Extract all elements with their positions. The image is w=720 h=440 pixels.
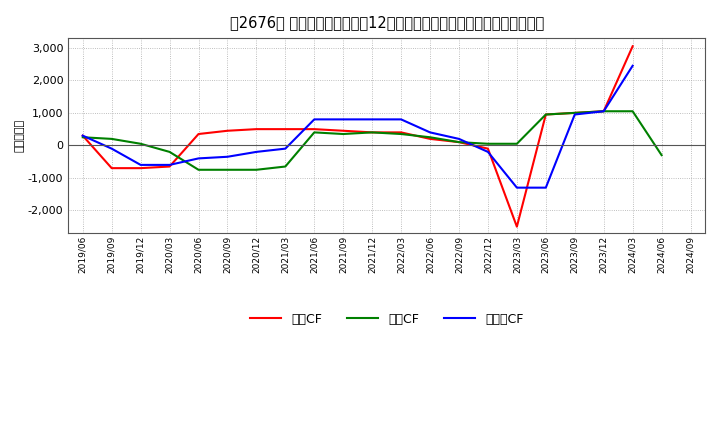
投資CF bbox=[541, 112, 550, 117]
営業CF bbox=[339, 128, 348, 133]
投資CF bbox=[281, 164, 289, 169]
Legend: 営業CF, 投資CF, フリーCF: 営業CF, 投資CF, フリーCF bbox=[245, 308, 528, 331]
フリーCF bbox=[513, 185, 521, 190]
投資CF bbox=[513, 141, 521, 147]
投資CF bbox=[252, 167, 261, 172]
営業CF bbox=[599, 109, 608, 114]
フリーCF bbox=[194, 156, 203, 161]
投資CF bbox=[78, 135, 87, 140]
フリーCF bbox=[339, 117, 348, 122]
営業CF bbox=[107, 165, 116, 171]
営業CF bbox=[541, 112, 550, 117]
投資CF bbox=[570, 110, 579, 116]
投資CF bbox=[454, 139, 463, 145]
フリーCF bbox=[599, 109, 608, 114]
投資CF bbox=[397, 132, 405, 137]
営業CF bbox=[397, 130, 405, 135]
フリーCF bbox=[541, 185, 550, 190]
投資CF bbox=[629, 109, 637, 114]
Y-axis label: （百万円）: （百万円） bbox=[15, 119, 25, 152]
フリーCF bbox=[252, 149, 261, 154]
フリーCF bbox=[78, 133, 87, 138]
フリーCF bbox=[570, 112, 579, 117]
営業CF bbox=[570, 110, 579, 116]
フリーCF bbox=[281, 146, 289, 151]
Title: 　2676、 キャッシュフローの12か月移動合計の対前年同期増減額の推移: 2676、 キャッシュフローの12か月移動合計の対前年同期増減額の推移 bbox=[230, 15, 544, 30]
フリーCF bbox=[310, 117, 318, 122]
Line: フリーCF: フリーCF bbox=[83, 66, 633, 187]
営業CF bbox=[252, 126, 261, 132]
Line: 営業CF: 営業CF bbox=[83, 46, 633, 227]
フリーCF bbox=[136, 162, 145, 168]
営業CF bbox=[166, 164, 174, 169]
フリーCF bbox=[629, 63, 637, 68]
投資CF bbox=[657, 153, 666, 158]
フリーCF bbox=[166, 162, 174, 168]
フリーCF bbox=[454, 136, 463, 142]
営業CF bbox=[368, 130, 377, 135]
営業CF bbox=[310, 126, 318, 132]
投資CF bbox=[223, 167, 232, 172]
営業CF bbox=[629, 44, 637, 49]
投資CF bbox=[310, 130, 318, 135]
投資CF bbox=[484, 141, 492, 147]
営業CF bbox=[513, 224, 521, 229]
営業CF bbox=[78, 133, 87, 138]
投資CF bbox=[368, 130, 377, 135]
営業CF bbox=[426, 136, 434, 142]
営業CF bbox=[454, 139, 463, 145]
投資CF bbox=[107, 136, 116, 142]
営業CF bbox=[136, 165, 145, 171]
投資CF bbox=[599, 109, 608, 114]
営業CF bbox=[281, 126, 289, 132]
投資CF bbox=[166, 149, 174, 154]
営業CF bbox=[223, 128, 232, 133]
投資CF bbox=[339, 132, 348, 137]
フリーCF bbox=[484, 149, 492, 154]
Line: 投資CF: 投資CF bbox=[83, 111, 662, 170]
フリーCF bbox=[107, 146, 116, 151]
投資CF bbox=[194, 167, 203, 172]
フリーCF bbox=[223, 154, 232, 159]
フリーCF bbox=[426, 130, 434, 135]
営業CF bbox=[194, 132, 203, 137]
営業CF bbox=[484, 146, 492, 151]
投資CF bbox=[136, 141, 145, 147]
投資CF bbox=[426, 135, 434, 140]
フリーCF bbox=[397, 117, 405, 122]
フリーCF bbox=[368, 117, 377, 122]
